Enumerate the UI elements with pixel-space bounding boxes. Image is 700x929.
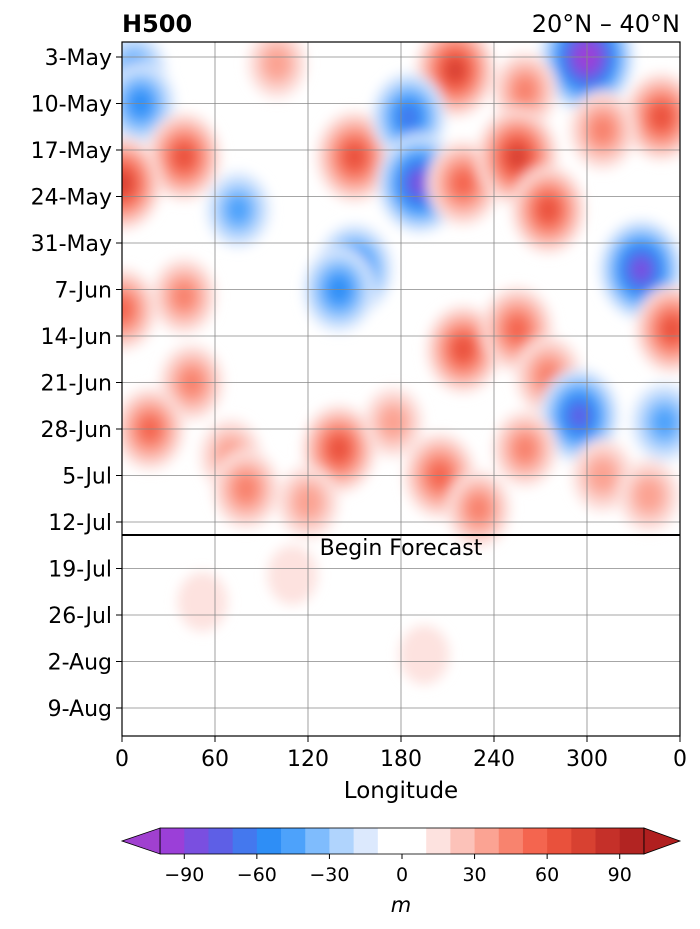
positive-anomaly-contour [122, 297, 132, 322]
positive-anomaly-contour [330, 438, 348, 460]
colorbar-segment [619, 828, 645, 854]
negative-anomaly-contour [633, 260, 650, 279]
positive-anomaly-contour [507, 317, 528, 342]
colorbar-tick-label: 0 [396, 864, 408, 886]
y-tick-label: 3-May [45, 46, 112, 71]
positive-anomaly-contour [399, 625, 450, 685]
positive-anomaly-contour [663, 318, 680, 341]
negative-anomaly-contour [399, 106, 418, 128]
colorbar-segment [208, 828, 234, 854]
chart-title-right: 20°N – 40°N [532, 10, 680, 38]
positive-anomaly-contour [380, 406, 407, 438]
y-tick-label: 10-May [31, 93, 112, 118]
positive-anomaly-contour [467, 495, 490, 522]
x-tick-label: 0 [115, 747, 129, 772]
colorbar-label: m [391, 893, 411, 917]
colorbar-segment [281, 828, 306, 854]
colorbar-segment [402, 828, 427, 854]
negative-anomaly-contour [570, 405, 588, 426]
chart-title-left: H500 [122, 10, 192, 38]
positive-anomaly-contour [539, 199, 558, 221]
gridlines [122, 42, 680, 736]
colorbar-segment [474, 828, 500, 854]
colorbar-tick-label: −90 [164, 864, 204, 886]
x-tick-label: 180 [380, 747, 422, 772]
colorbar-segment [160, 828, 185, 854]
y-tick-label: 19-Jul [48, 558, 112, 583]
positive-anomaly-contour [454, 338, 472, 360]
positive-anomaly-contour [267, 545, 318, 605]
negative-anomaly-contour [411, 173, 428, 193]
negative-anomaly-contour [652, 408, 677, 437]
y-tick-label: 12-Jul [48, 511, 112, 536]
positive-anomaly-contour [635, 479, 663, 512]
colorbar-tick-label: 60 [535, 864, 559, 886]
colorbar-extend-min [120, 827, 161, 855]
colorbar-segment [232, 828, 258, 854]
positive-anomaly-contour [345, 145, 364, 168]
colorbar-segment [305, 828, 330, 854]
positive-anomaly-contour [122, 173, 131, 194]
positive-anomaly-contour [508, 146, 526, 167]
colorbar-segment [377, 828, 403, 854]
positive-anomaly-contour [446, 60, 464, 81]
x-tick-label: 60 [201, 747, 229, 772]
positive-anomaly-contour [652, 106, 671, 128]
colorbar-segment [595, 828, 621, 854]
y-tick-label: 28-Jun [40, 418, 112, 443]
x-tick-label: 240 [473, 747, 515, 772]
y-tick-label: 5-Jul [62, 465, 112, 490]
x-axis: 0 60 120 180 240 300 0 [115, 736, 687, 772]
colorbar-segment [450, 828, 476, 854]
colorbar-segment [547, 828, 572, 854]
positive-anomaly-contour [452, 171, 474, 196]
negative-anomaly-contour [227, 196, 250, 224]
colorbar: −90 −60 −30 0 30 60 90 [120, 827, 682, 886]
y-tick-label: 26-Jul [48, 604, 112, 629]
x-axis-label: Longitude [344, 778, 458, 804]
y-tick-label: 31-May [31, 232, 112, 257]
colorbar-segment [498, 828, 524, 854]
positive-anomaly-contour [175, 145, 193, 168]
colorbar-segment [256, 828, 282, 854]
y-tick-label: 7-Jun [54, 279, 112, 304]
positive-anomaly-contour [513, 76, 537, 104]
y-tick-label: 21-Jun [40, 372, 112, 397]
positive-anomaly-contour [513, 435, 537, 463]
x-tick-label: 120 [287, 747, 329, 772]
colorbar-segment [426, 828, 451, 854]
y-tick-label: 17-May [31, 139, 112, 164]
x-tick-label: 0 [673, 747, 687, 772]
colorbar-segment [353, 828, 379, 854]
colorbar-tick-label: −60 [237, 864, 277, 886]
y-tick-label: 24-May [31, 186, 112, 211]
positive-anomaly-contour [590, 116, 615, 144]
positive-anomaly-contour [172, 282, 196, 310]
y-tick-label: 14-Jun [40, 325, 112, 350]
positive-anomaly-contour [263, 48, 291, 80]
colorbar-segment [522, 828, 548, 854]
plot-area: Begin Forecast [121, 41, 681, 737]
colorbar-tick-label: 90 [608, 864, 632, 886]
colorbar-segment [571, 828, 597, 854]
positive-anomaly-contour [177, 572, 228, 632]
colorbar-tick-label: 30 [462, 864, 486, 886]
colorbar-tick-label: −30 [309, 864, 349, 886]
colorbar-extend-max [643, 827, 682, 855]
forecast-label: Begin Forecast [320, 536, 483, 561]
y-axis: 3-May 10-May 17-May 24-May 31-May 7-Jun 14-Jun… [31, 46, 122, 722]
y-tick-label: 9-Aug [48, 697, 112, 722]
colorbar-segment [329, 828, 355, 854]
y-tick-label: 2-Aug [48, 651, 112, 676]
colorbar-segment [184, 828, 209, 854]
x-tick-label: 300 [566, 747, 608, 772]
positive-anomaly-contour [234, 475, 258, 503]
